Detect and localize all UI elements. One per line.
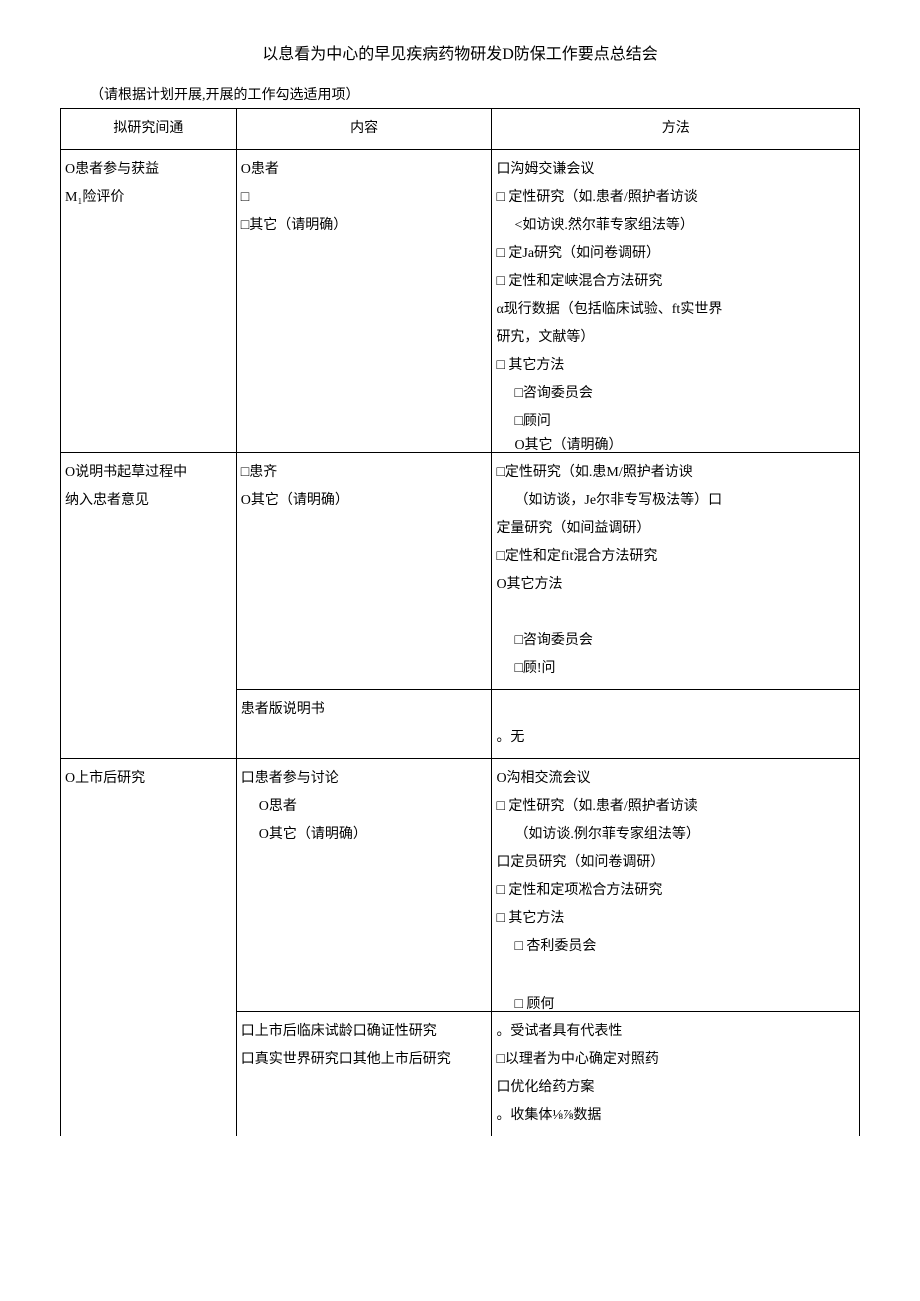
row-2a: O说明书起草过程中 纳入忠者意见 □患齐 O其它（请明确） □定性研究（如.患M… [61,453,860,690]
text: 定量研究（如间益调研） [496,521,650,536]
text: □其它（请明确） [241,218,347,233]
text: O上市后研究 [65,771,145,786]
row2-topic: O说明书起草过程中 纳入忠者意见 [61,453,237,759]
text: <如访谀.然尔菲专家组法等） [496,212,855,240]
main-table: 拟研究间通 内容 方法 O患者参与获益 M₁险评价 O患者 □ □其它（请明确）… [60,108,860,1136]
text: O患者 [241,162,279,177]
text: （如访谈.例尔菲专家组法等） [496,821,855,849]
row3b-method: 。受试者具有代表性 □以理者为中心确定对照药 口优化给药方案 。收集体⅛⅞数据 [492,1012,860,1137]
text: 纳入忠者意见 [65,493,149,508]
text: □咨询委员会 [496,380,855,408]
row3a-method: O沟相交流会议 □ 定性研究（如.患者/照护者访读 （如访谈.例尔菲专家组法等）… [492,759,860,1012]
text: □患齐 [241,465,277,480]
text: O说明书起草过程中 [65,465,187,480]
text: O其它（请明确） [241,493,349,508]
text: □ 定性研究（如.患者/照护者访读 [496,799,697,814]
text: 口上市后临床试龄口确证性研究 [241,1024,437,1039]
header-row: 拟研究间通 内容 方法 [61,109,860,150]
text: □ 定性研究（如.患者/照护者访谈 [496,190,697,205]
text: 患者版说明书 [241,702,325,717]
text: □ 定性和定项凇合方法研究 [496,883,662,898]
row3a-content: 口患者参与讨论 O思者 O其它（请明确） [236,759,492,1012]
text: 口定员研究（如问卷调研） [496,855,664,870]
row1-method: 口沟姆交谦会议 □ 定性研究（如.患者/照护者访谈 <如访谀.然尔菲专家组法等）… [492,150,860,453]
row2a-method: □定性研究（如.患M/照护者访谀 （如访谈，Je尔非专写极法等）口 定量研究（如… [492,453,860,690]
text: O思者 [241,793,488,821]
row3-topic: O上市后研究 [61,759,237,1137]
row1-content: O患者 □ □其它（请明确） [236,150,492,453]
row2b-content: 患者版说明书 [236,690,492,759]
text: □ 其它方法 [496,911,564,926]
text: O其它方法 [496,577,562,592]
header-col3: 方法 [492,109,860,150]
text: □ 定Ja研究（如问卷调研） [496,246,660,261]
text: O其它（请明确） [241,821,488,849]
text: （如访谈，Je尔非专写极法等）口 [496,487,855,515]
text: 口患者参与讨论 [241,771,339,786]
text: 研宄，文献等） [496,330,594,345]
page-title: 以息看为中心的早见疾病药物研发D防保工作要点总结会 [60,40,860,64]
text: □ 定性和定峡混合方法研究 [496,274,662,289]
text: □定性和定fit混合方法研究 [496,549,657,564]
header-col1: 拟研究间通 [61,109,237,150]
text: □以理者为中心确定对照药 [496,1052,658,1067]
text: 口真实世界研究口其他上市后研究 [241,1052,451,1067]
text: 。无 [496,730,524,745]
text: □定性研究（如.患M/照护者访谀 [496,465,692,480]
text: M₁险评价 [65,190,124,205]
row2a-content: □患齐 O其它（请明确） [236,453,492,690]
text: □ 顾何 [496,991,554,1012]
text: 口沟姆交谦会议 [496,162,594,177]
text: □顾!问 [496,655,855,683]
row-3a: O上市后研究 口患者参与讨论 O思者 O其它（请明确） O沟相交流会议 □ 定性… [61,759,860,1012]
text: O患者参与获益 [65,162,159,177]
text: □ 杏利委员会 [496,933,855,961]
text: □ [241,190,249,205]
row3b-content: 口上市后临床试龄口确证性研究 口真实世界研究口其他上市后研究 [236,1012,492,1137]
text: 。受试者具有代表性 [496,1024,622,1039]
row2b-method: 。无 [492,690,860,759]
text: □咨询委员会 [496,627,855,655]
text: α现行数据（包括临床试验、ft实世界 [496,302,722,317]
header-col2: 内容 [236,109,492,150]
page-subtitle: （请根据计划开展,开展的工作勾选适用项） [60,84,860,104]
text: 。收集体⅛⅞数据 [496,1108,601,1123]
row-1: O患者参与获益 M₁险评价 O患者 □ □其它（请明确） 口沟姆交谦会议 □ 定… [61,150,860,453]
text: □ 其它方法 [496,358,564,373]
text: O其它（请明确） [496,432,622,453]
text: 口优化给药方案 [496,1080,594,1095]
row1-topic: O患者参与获益 M₁险评价 [61,150,237,453]
text: O沟相交流会议 [496,771,590,786]
